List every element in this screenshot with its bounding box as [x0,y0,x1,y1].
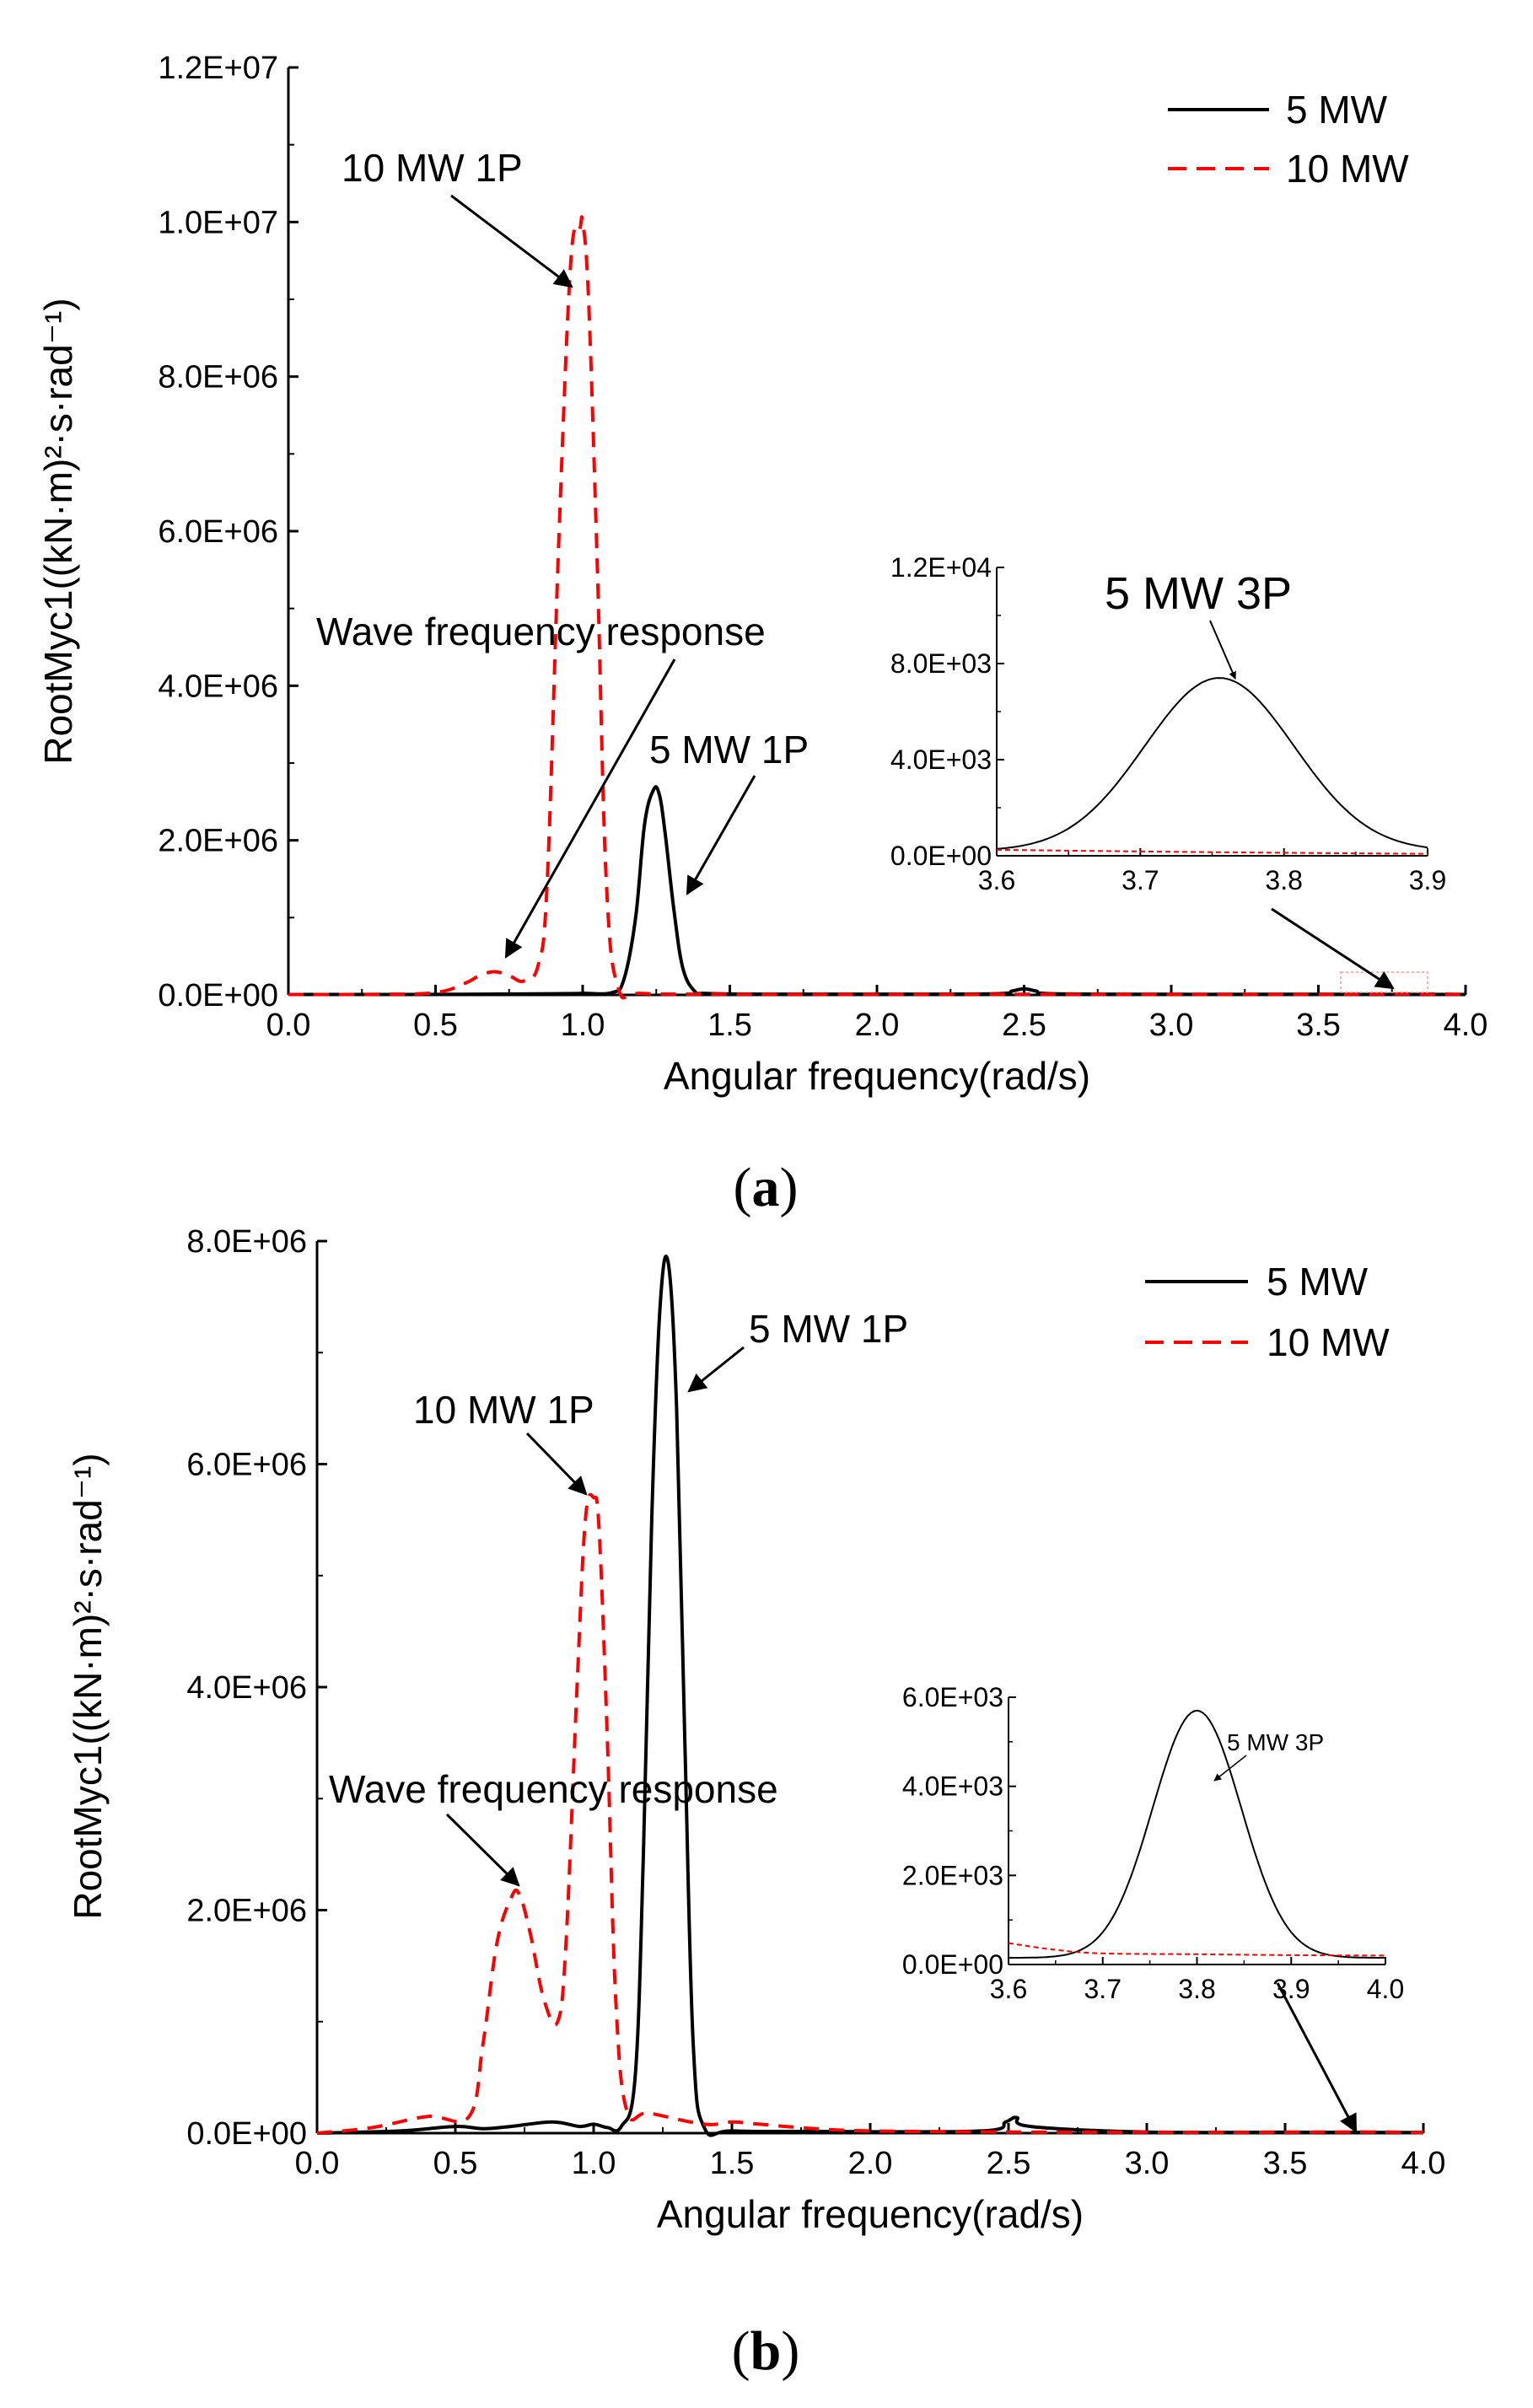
inset-y-tick-label-b: 2.0E+03 [902,1860,1003,1890]
annot-a-inset-5mw-3p: 5 MW 3P [1105,568,1292,619]
x-tick-label-b: 4.0 [1401,2146,1446,2181]
legend-a-5mw-label: 5 MW [1286,88,1388,132]
arrow-b-zoom [1276,1982,1358,2133]
y-tick-label-a: 2.0E+06 [158,824,278,859]
arrow-a-inset-5mw-3p [1209,620,1236,680]
arrow-b-5mw-1p [687,1346,745,1393]
inset-y-tick-label-b: 4.0E+03 [902,1771,1003,1802]
zoom-region-a [1340,971,1428,993]
inset-x-tick-label-a: 3.7 [1122,865,1159,895]
x-tick-label-a: 2.0 [855,1008,900,1043]
x-tick-label-a: 1.5 [707,1008,752,1043]
x-tick-label-b: 2.0 [848,2146,893,2181]
x-tick-label-b: 1.5 [710,2146,755,2181]
y-tick-label-a: 1.0E+07 [158,205,278,240]
arrow-a-10mw-1p [450,194,573,288]
inset-series-b-5mw [1009,1709,1385,1959]
annot-b-wave-response: Wave frequency response [329,1767,778,1811]
x-tick-label-a: 3.5 [1296,1008,1341,1043]
inset-x-tick-label-a: 3.9 [1409,865,1446,895]
x-tick-label-b: 3.0 [1125,2146,1170,2181]
y-tick-label-b: 4.0E+06 [186,1670,307,1706]
chart-b-series [316,1255,1424,2137]
x-tick-label-b: 1.0 [572,2146,616,2181]
chart-a-legend: 5 MW 10 MW [1168,88,1409,191]
y-tick-label-a: 0.0E+00 [158,978,278,1013]
y-tick-label-a: 1.2E+07 [158,51,278,86]
x-tick-label-a: 3.0 [1149,1008,1194,1043]
y-tick-label-b: 0.0E+00 [186,2116,307,2152]
inset-a: 3.6 3.7 3.8 3.9 0.0E+00 4.0E+03 8.0E+03 1.2E+04 [890,552,1446,895]
inset-x-tick-label-b: 3.7 [1084,1974,1122,2004]
x-tick-label-b: 3.5 [1263,2146,1308,2181]
x-tick-label-b: 0.5 [433,2146,478,2181]
inset-y-tick-label-a: 1.2E+04 [890,552,992,583]
inset-y-tick-label-b: 6.0E+03 [902,1682,1003,1712]
inset-series-b-10mw [1008,1942,1386,1957]
y-tick-label-a: 4.0E+06 [158,669,278,704]
inset-x-tick-label-a: 3.8 [1265,865,1302,895]
y-tick-label-a: 8.0E+06 [158,360,278,395]
annot-b-10mw-1p: 10 MW 1P [413,1388,594,1432]
arrow-a-5mw-1p [686,775,756,895]
y-axis-title-b: RootMyc1((kN·m)²·s·rad⁻¹) [66,1453,110,1919]
legend-a-10mw-label: 10 MW [1286,147,1409,191]
inset-x-tick-label-b: 4.0 [1367,1974,1404,2004]
legend-b-10mw-label: 10 MW [1267,1320,1390,1364]
inset-x-tick-label-b: 3.9 [1272,1974,1310,2004]
chart-a-series [288,215,1466,1000]
arrow-b-inset-5mw-3p [1213,1755,1247,1782]
x-tick-label-a: 2.5 [1002,1008,1046,1043]
annot-b-5mw-1p: 5 MW 1P [749,1307,908,1351]
arrow-a-zoom [1271,907,1395,990]
x-tick-label-b: 0.0 [295,2146,340,2181]
y-axis-title-a: RootMyc1((kN·m)²·s·rad⁻¹) [36,298,80,764]
series-b-10mw [316,1492,1424,2135]
y-tick-label-b: 8.0E+06 [186,1224,307,1260]
x-tick-label-a: 4.0 [1444,1008,1488,1043]
x-tick-label-a: 0.0 [266,1008,311,1043]
inset-series-a-10mw [996,848,1428,855]
x-tick-label-b: 2.5 [987,2146,1031,2181]
y-tick-label-b: 6.0E+06 [186,1448,307,1483]
inset-y-tick-label-a: 4.0E+03 [890,744,992,775]
chart-a: 0.0 0.5 1.0 1.5 2.0 2.5 3.0 3.5 4.0 0.0E+00 2.0E+0… [36,51,1487,1218]
inset-y-tick-label-a: 0.0E+00 [890,841,992,871]
inset-b: 3.6 3.7 3.8 3.9 4.0 0.0E+00 2.0E+03 4.0E+03 6.0E… [902,1682,1404,2004]
inset-y-tick-label-b: 0.0E+00 [902,1949,1003,1980]
chart-a-axes: 0.0 0.5 1.0 1.5 2.0 2.5 3.0 3.5 4.0 0.0E+00 2.0E+0… [36,51,1487,1098]
annot-a-wave-response: Wave frequency response [316,610,766,653]
arrow-a-wave-response [504,658,676,959]
arrow-b-10mw-1p [525,1432,588,1496]
x-tick-label-a: 1.0 [561,1008,605,1043]
inset-series-a-5mw [996,677,1428,850]
y-tick-label-a: 6.0E+06 [158,514,278,550]
y-tick-label-b: 2.0E+06 [186,1894,307,1929]
panel-label-b: (b) [732,2320,800,2382]
inset-x-tick-label-a: 3.6 [978,865,1015,895]
x-axis-title-b: Angular frequency(rad/s) [657,2192,1084,2236]
annot-b-inset-5mw-3p: 5 MW 3P [1227,1729,1324,1755]
x-tick-label-a: 0.5 [413,1008,458,1043]
inset-x-tick-label-b: 3.6 [990,1974,1027,2004]
chart-b: 0.0 0.5 1.0 1.5 2.0 2.5 3.0 3.5 4.0 0.0E+00 2.0E+0… [66,1224,1445,2382]
arrow-b-wave-response [445,1813,520,1887]
series-a-10mw [288,215,1466,1000]
legend-b-5mw-label: 5 MW [1267,1260,1369,1303]
inset-x-tick-label-b: 3.8 [1178,1974,1215,2004]
panel-label-a: (a) [734,1157,799,1218]
chart-b-legend: 5 MW 10 MW [1145,1260,1390,1364]
inset-y-tick-label-a: 8.0E+03 [890,648,992,679]
annot-a-10mw-1p: 10 MW 1P [342,146,523,190]
annot-a-5mw-1p: 5 MW 1P [649,728,809,771]
series-b-5mw [316,1255,1424,2137]
x-axis-title-a: Angular frequency(rad/s) [664,1054,1090,1098]
